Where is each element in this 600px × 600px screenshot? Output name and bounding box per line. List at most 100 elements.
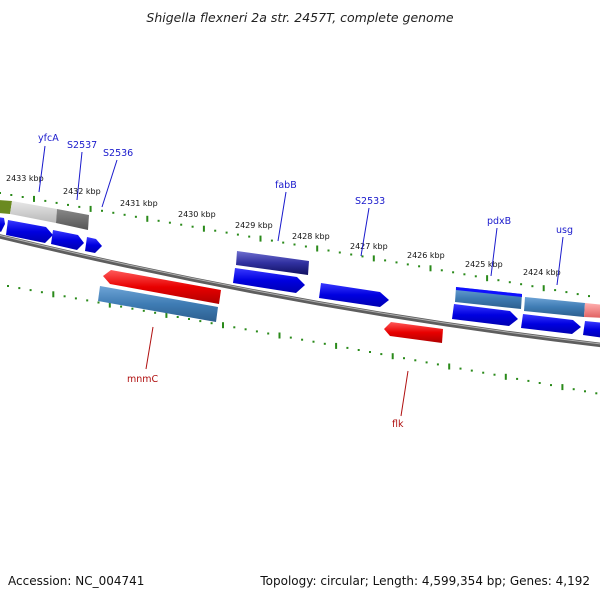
major-tick bbox=[165, 311, 168, 318]
feature-bar[interactable] bbox=[584, 303, 600, 318]
reverse-genes bbox=[103, 270, 443, 343]
minor-tick bbox=[384, 259, 387, 262]
minor-tick bbox=[180, 223, 183, 226]
scale-label: 2429 kbp bbox=[235, 221, 273, 230]
minor-tick bbox=[282, 241, 285, 244]
gene-arrow[interactable] bbox=[583, 321, 600, 338]
minor-tick bbox=[101, 209, 103, 212]
major-tick bbox=[429, 265, 432, 272]
minor-tick bbox=[154, 311, 157, 314]
minor-tick bbox=[188, 318, 190, 320]
gene-arrow[interactable] bbox=[51, 230, 84, 250]
gene-arrow[interactable] bbox=[0, 217, 5, 232]
minor-tick bbox=[78, 205, 81, 208]
gene-arrow[interactable] bbox=[384, 322, 443, 343]
gene-arrow[interactable] bbox=[452, 304, 518, 326]
gene-arrow[interactable] bbox=[85, 237, 102, 253]
minor-tick bbox=[86, 299, 89, 302]
minor-tick bbox=[244, 328, 247, 331]
gene-label-yfcA[interactable]: yfcA bbox=[38, 133, 59, 144]
major-tick bbox=[504, 373, 507, 380]
feature-track-bottom bbox=[98, 286, 218, 322]
feature-bar[interactable] bbox=[456, 287, 522, 297]
minor-tick bbox=[270, 239, 273, 242]
minor-tick bbox=[452, 271, 455, 274]
minor-tick bbox=[67, 203, 69, 206]
feature-bar[interactable] bbox=[56, 209, 89, 230]
major-tick bbox=[89, 205, 92, 212]
gene-label-fabB[interactable]: fabB bbox=[275, 180, 297, 191]
minor-tick bbox=[508, 281, 511, 284]
major-tick bbox=[33, 195, 35, 202]
gene-label-flk[interactable]: flk bbox=[392, 419, 404, 430]
minor-tick bbox=[380, 353, 383, 356]
gene-label-mnmC[interactable]: mnmC bbox=[127, 374, 159, 385]
feature-bar[interactable] bbox=[524, 297, 585, 317]
minor-tick bbox=[255, 330, 258, 333]
gene-arrow[interactable] bbox=[319, 283, 389, 307]
gene-label-S2533[interactable]: S2533 bbox=[355, 196, 385, 207]
gene-label-pdxB[interactable]: pdxB bbox=[487, 216, 511, 227]
feature-track-top bbox=[0, 200, 600, 318]
scale-label: 2426 kbp bbox=[407, 251, 445, 260]
major-tick bbox=[542, 285, 545, 292]
major-tick bbox=[202, 225, 205, 232]
minor-tick bbox=[134, 215, 137, 218]
minor-tick bbox=[0, 192, 1, 194]
minor-tick bbox=[554, 289, 557, 292]
minor-tick bbox=[584, 390, 586, 393]
genome-backbone-highlight bbox=[0, 234, 600, 345]
feature-bar[interactable] bbox=[0, 200, 12, 214]
minor-tick bbox=[55, 201, 58, 204]
minor-tick bbox=[482, 371, 485, 374]
minor-tick bbox=[418, 265, 421, 268]
scale-label: 2428 kbp bbox=[292, 232, 330, 241]
minor-tick bbox=[425, 361, 428, 364]
minor-tick bbox=[369, 351, 371, 353]
minor-tick bbox=[493, 373, 496, 376]
minor-tick bbox=[497, 279, 500, 282]
gene-callout-lines bbox=[38, 145, 564, 417]
gene-labels-top: yfcA S2537 S2536 fabB S2533 pdxB usg bbox=[38, 133, 573, 236]
scale-label: 2425 kbp bbox=[465, 260, 503, 269]
minor-tick bbox=[225, 231, 228, 234]
minor-tick bbox=[7, 285, 9, 287]
gene-arrow[interactable] bbox=[233, 268, 305, 293]
minor-tick bbox=[327, 249, 330, 252]
minor-tick bbox=[572, 388, 575, 391]
gene-arrow[interactable] bbox=[6, 220, 53, 243]
gene-arrow[interactable] bbox=[103, 270, 221, 304]
gene-arrow[interactable] bbox=[521, 314, 581, 334]
map-title: Shigella flexneri 2a str. 2457T, complet… bbox=[146, 10, 454, 25]
minor-tick bbox=[576, 293, 579, 296]
major-tick bbox=[448, 363, 451, 370]
minor-tick bbox=[440, 269, 443, 272]
gene-label-S2536[interactable]: S2536 bbox=[103, 148, 133, 159]
feature-bar[interactable] bbox=[98, 286, 218, 322]
accession-text: Accession: NC_004741 bbox=[8, 574, 145, 588]
minor-tick bbox=[18, 287, 21, 290]
gene-label-S2537[interactable]: S2537 bbox=[67, 140, 97, 151]
minor-tick bbox=[474, 275, 477, 278]
major-tick bbox=[316, 245, 319, 252]
minor-tick bbox=[323, 342, 326, 345]
minor-tick bbox=[112, 211, 115, 214]
minor-tick bbox=[304, 245, 307, 248]
minor-tick bbox=[293, 243, 296, 246]
major-tick bbox=[486, 275, 489, 282]
minor-tick bbox=[191, 225, 194, 228]
minor-tick bbox=[63, 295, 66, 298]
major-tick bbox=[561, 384, 564, 391]
minor-tick bbox=[459, 367, 462, 370]
minor-tick bbox=[406, 263, 409, 266]
feature-bar[interactable] bbox=[236, 251, 309, 275]
major-tick bbox=[259, 235, 262, 242]
minor-tick bbox=[168, 221, 171, 224]
minor-tick bbox=[267, 332, 270, 335]
gene-label-usg[interactable]: usg bbox=[556, 225, 573, 236]
minor-tick bbox=[403, 357, 405, 360]
major-tick bbox=[146, 215, 149, 222]
feature-bar[interactable] bbox=[10, 201, 57, 223]
forward-genes bbox=[0, 217, 600, 338]
genome-backbone bbox=[0, 234, 600, 348]
